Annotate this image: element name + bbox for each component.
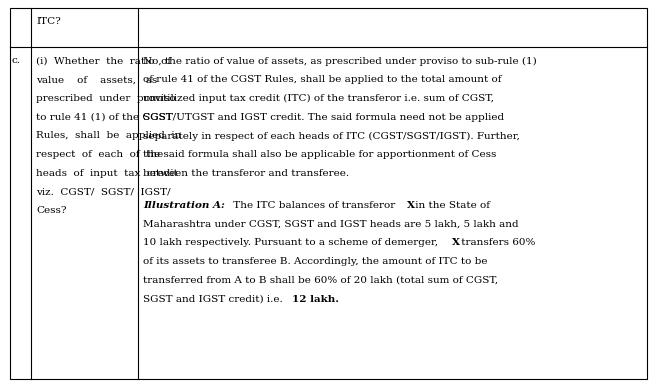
Text: heads  of  input  tax  credit: heads of input tax credit: [36, 169, 178, 178]
Text: SGST and IGST credit) i.e.: SGST and IGST credit) i.e.: [143, 295, 286, 303]
Text: unutilized input tax credit (ITC) of the transferor i.e. sum of CGST,: unutilized input tax credit (ITC) of the…: [143, 94, 494, 103]
Text: of rule 41 of the CGST Rules, shall be applied to the total amount of: of rule 41 of the CGST Rules, shall be a…: [143, 75, 502, 84]
Text: separately in respect of each heads of ITC (CGST/SGST/IGST). Further,: separately in respect of each heads of I…: [143, 132, 520, 140]
Text: of its assets to transferee B. Accordingly, the amount of ITC to be: of its assets to transferee B. According…: [143, 257, 487, 266]
Text: X: X: [453, 238, 461, 247]
Text: 12 lakh.: 12 lakh.: [292, 295, 339, 303]
Text: No, the ratio of value of assets, as prescribed under proviso to sub-rule (1): No, the ratio of value of assets, as pre…: [143, 57, 537, 65]
Text: The ITC balances of transferor: The ITC balances of transferor: [230, 201, 399, 210]
Text: transfers 60%: transfers 60%: [458, 238, 535, 247]
Text: 10 lakh respectively. Pursuant to a scheme of demerger,: 10 lakh respectively. Pursuant to a sche…: [143, 238, 442, 247]
Text: Illustration A:: Illustration A:: [143, 201, 225, 210]
Text: between the transferor and transferee.: between the transferor and transferee.: [143, 169, 350, 178]
Text: c.: c.: [12, 57, 21, 65]
Text: respect  of  each  of  the: respect of each of the: [36, 150, 164, 159]
Text: to rule 41 (1) of the CGST: to rule 41 (1) of the CGST: [36, 113, 173, 122]
Text: in the State of: in the State of: [413, 201, 490, 210]
Text: Maharashtra under CGST, SGST and IGST heads are 5 lakh, 5 lakh and: Maharashtra under CGST, SGST and IGST he…: [143, 219, 519, 229]
Text: value    of    assets,   as: value of assets, as: [36, 75, 158, 84]
Text: prescribed  under  proviso: prescribed under proviso: [36, 94, 176, 103]
Text: Cess?: Cess?: [36, 206, 66, 216]
Text: Rules,  shall  be  applied  in: Rules, shall be applied in: [36, 132, 181, 140]
Text: the said formula shall also be applicable for apportionment of Cess: the said formula shall also be applicabl…: [143, 150, 497, 159]
Text: X: X: [407, 201, 415, 210]
Text: transferred from A to B shall be 60% of 20 lakh (total sum of CGST,: transferred from A to B shall be 60% of …: [143, 276, 498, 285]
Text: ITC?: ITC?: [36, 17, 61, 26]
Text: viz.  CGST/  SGST/  IGST/: viz. CGST/ SGST/ IGST/: [36, 188, 171, 197]
Text: (i)  Whether  the  ratio  of: (i) Whether the ratio of: [36, 57, 171, 65]
Text: SGST/UTGST and IGST credit. The said formula need not be applied: SGST/UTGST and IGST credit. The said for…: [143, 113, 505, 122]
